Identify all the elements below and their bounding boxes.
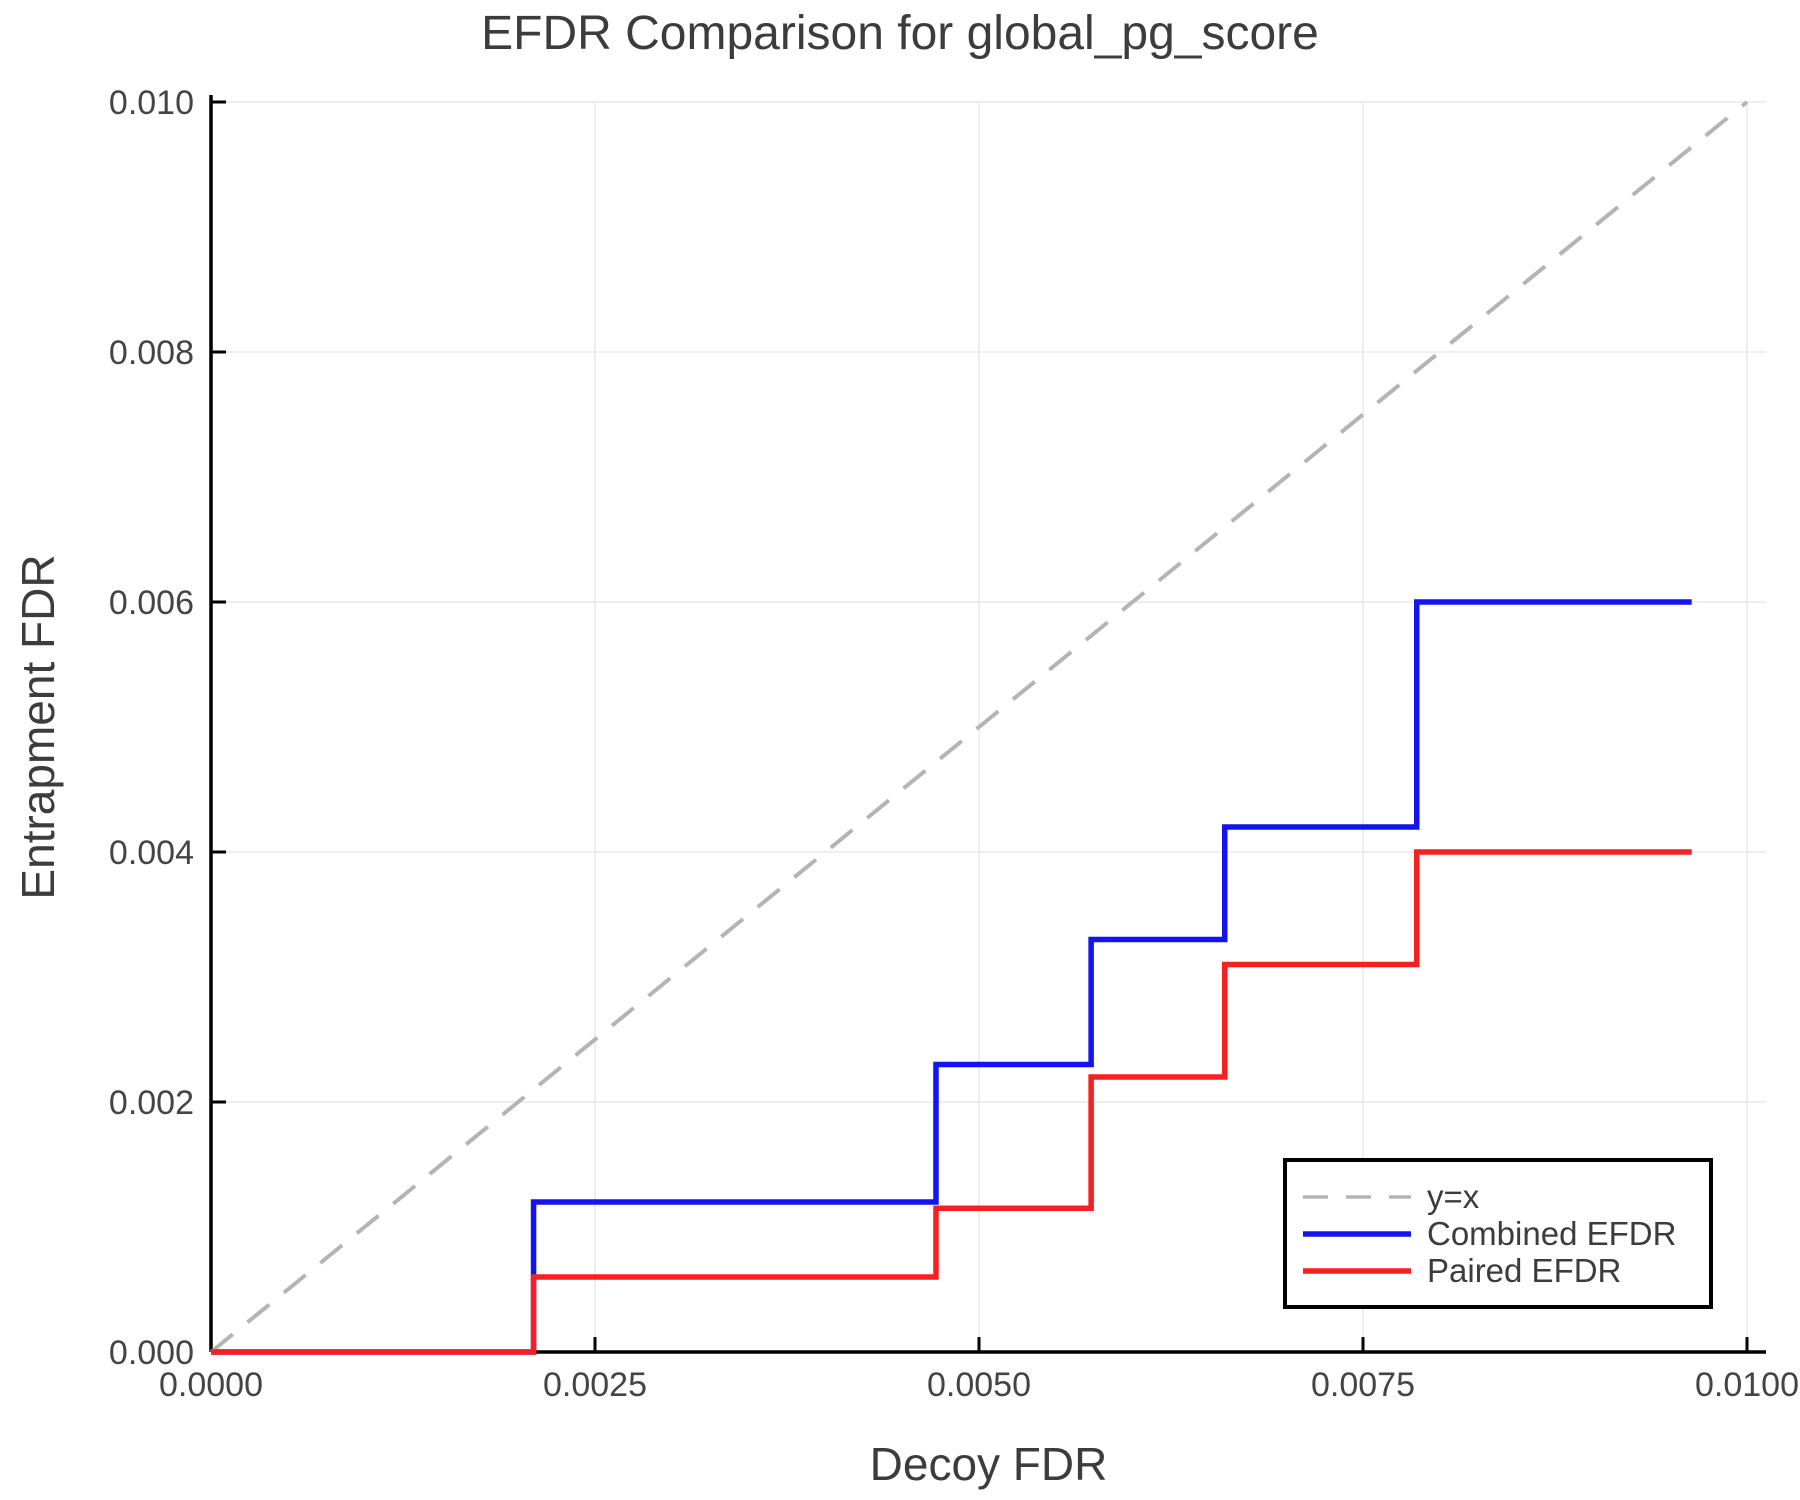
x-tick-label: 0.0025 bbox=[543, 1366, 647, 1404]
legend: y=x Combined EFDR Paired EFDR bbox=[1283, 1158, 1713, 1309]
legend-item-yx[interactable]: y=x bbox=[1301, 1178, 1709, 1215]
x-tick-label: 0.0000 bbox=[159, 1366, 263, 1404]
x-tick-label: 0.0075 bbox=[1311, 1366, 1415, 1404]
legend-label-paired-efdr: Paired EFDR bbox=[1427, 1252, 1622, 1289]
legend-label-combined-efdr: Combined EFDR bbox=[1427, 1215, 1677, 1252]
chart-title: EFDR Comparison for global_pg_score bbox=[481, 7, 1319, 60]
line-paired-efdr bbox=[211, 849, 1692, 1355]
legend-item-paired-efdr[interactable]: Paired EFDR bbox=[1301, 1252, 1709, 1289]
x-axis-title: Decoy FDR bbox=[869, 1438, 1108, 1490]
legend-label-yx: y=x bbox=[1427, 1178, 1480, 1215]
y-tick-label: 0.002 bbox=[109, 1084, 194, 1122]
combined-efdr-line-swatch bbox=[1303, 1230, 1411, 1237]
legend-item-combined-efdr[interactable]: Combined EFDR bbox=[1301, 1215, 1709, 1252]
y-tick-label: 0.006 bbox=[109, 584, 194, 622]
x-tick-label: 0.0100 bbox=[1695, 1366, 1799, 1404]
paired-efdr-line-swatch bbox=[1303, 1267, 1411, 1274]
yx-line-swatch bbox=[1303, 1194, 1411, 1199]
y-tick-label: 0.008 bbox=[109, 334, 194, 372]
x-tick-label: 0.0050 bbox=[927, 1366, 1031, 1404]
y-axis-title: Entrapment FDR bbox=[12, 554, 64, 900]
y-tick-label: 0.004 bbox=[109, 834, 194, 872]
line-yx bbox=[209, 100, 1749, 1354]
y-tick-label: 0.010 bbox=[109, 84, 194, 122]
y-tick-label: 0.000 bbox=[109, 1334, 194, 1372]
line-combined-efdr bbox=[211, 599, 1692, 1355]
